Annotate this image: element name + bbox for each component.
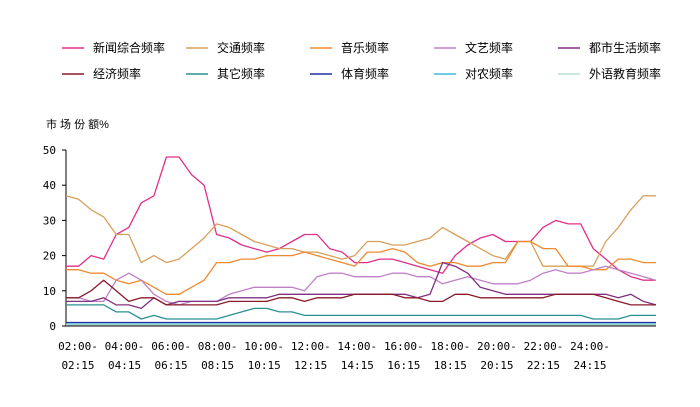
x-tick-label-end: 16:15	[387, 359, 420, 372]
y-tick-label: 50	[43, 144, 56, 157]
x-tick-label-start: 14:00-	[337, 340, 377, 353]
legend-item: 对农频率	[434, 66, 513, 81]
x-tick-label-end: 10:15	[248, 359, 281, 372]
legend-label: 其它频率	[217, 66, 265, 81]
legend-label: 外语教育频率	[589, 66, 661, 81]
x-tick-label: 08:00- 08:15	[198, 340, 238, 372]
legend-label: 都市生活频率	[589, 40, 661, 55]
legend-item: 新闻综合频率	[62, 40, 165, 55]
x-tick-label: 20:00- 20:15	[477, 340, 517, 372]
y-tick-label: 0	[49, 320, 56, 333]
legend-item: 其它频率	[186, 66, 265, 81]
legend-item: 交通频率	[186, 40, 265, 55]
x-tick-label-end: 02:15	[61, 359, 94, 372]
legend-item: 经济频率	[62, 66, 141, 81]
series-line	[66, 279, 656, 306]
legend-item: 都市生活频率	[558, 40, 661, 55]
x-tick-label-end: 24:15	[573, 359, 606, 372]
x-tick-label-end: 18:15	[434, 359, 467, 372]
series-line	[66, 265, 657, 306]
chart-axes: 0 10 20 30 40 50	[43, 144, 656, 333]
series-line	[66, 156, 656, 281]
x-tick-label-start: 24:00-	[570, 340, 610, 353]
x-tick-label-start: 18:00-	[430, 340, 470, 353]
legend-label: 体育频率	[341, 66, 389, 81]
x-tick-label-start: 20:00-	[477, 340, 517, 353]
x-tick-label-end: 14:15	[341, 359, 374, 372]
x-tick-labels: 02:00-02:1504:00-04:1506:00-06:1508:00-0…	[58, 340, 610, 372]
x-tick-label: 06:00- 06:15	[151, 340, 191, 372]
x-tick-label: 12:00- 12:15	[291, 340, 331, 372]
x-tick-label-end: 08:15	[201, 359, 234, 372]
legend-label: 新闻综合频率	[93, 40, 165, 55]
x-tick-label-start: 08:00-	[198, 340, 238, 353]
x-tick-label-start: 22:00-	[524, 340, 564, 353]
x-tick-label: 02:00- 02:15	[58, 340, 98, 372]
x-tick-label: 04:00- 04:15	[105, 340, 145, 372]
x-tick-label-end: 22:15	[527, 359, 560, 372]
x-tick-label-end: 20:15	[480, 359, 513, 372]
y-tick-label: 20	[43, 250, 56, 263]
legend-item: 音乐频率	[310, 40, 389, 55]
legend-label: 经济频率	[93, 66, 141, 81]
series-line	[66, 240, 656, 295]
x-tick-label: 16:00- 16:15	[384, 340, 424, 372]
y-axis-label: 市 场 份 额%	[46, 117, 109, 131]
legend-label: 文艺频率	[465, 40, 513, 55]
x-tick-label-start: 16:00-	[384, 340, 424, 353]
plot-area	[65, 156, 657, 326]
legend-item: 外语教育频率	[558, 66, 661, 81]
legend-item: 文艺频率	[434, 40, 513, 55]
x-tick-label-end: 12:15	[294, 359, 327, 372]
legend-item: 体育频率	[310, 66, 389, 81]
x-tick-label-start: 02:00-	[58, 340, 98, 353]
y-tick-label: 10	[43, 285, 56, 298]
x-tick-label: 14:00- 14:15	[337, 340, 377, 372]
series-line	[65, 195, 656, 267]
legend-label: 对农频率	[465, 66, 513, 81]
x-tick-label-end: 04:15	[108, 359, 141, 372]
x-tick-label: 24:00- 24:15	[570, 340, 610, 372]
x-tick-label-end: 06:15	[155, 359, 188, 372]
x-tick-label: 10:00- 10:15	[244, 340, 284, 372]
legend-label: 音乐频率	[341, 40, 389, 55]
x-tick-label-start: 10:00-	[244, 340, 284, 353]
x-tick-label-start: 04:00-	[105, 340, 145, 353]
legend-label: 交通频率	[217, 40, 265, 55]
x-tick-label-start: 06:00-	[151, 340, 191, 353]
y-tick-label: 30	[43, 214, 56, 227]
x-tick-label-start: 12:00-	[291, 340, 331, 353]
series-line	[66, 304, 656, 320]
y-tick-label: 40	[43, 179, 56, 192]
x-tick-label: 18:00- 18:15	[430, 340, 470, 372]
x-tick-label: 22:00- 22:15	[524, 340, 564, 372]
series-line	[66, 261, 657, 310]
